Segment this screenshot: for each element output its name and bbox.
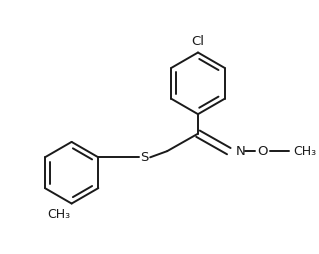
Text: O: O: [257, 145, 268, 158]
Text: CH₃: CH₃: [48, 208, 71, 221]
Text: CH₃: CH₃: [293, 145, 317, 158]
Text: N: N: [235, 145, 245, 158]
Text: S: S: [140, 151, 149, 164]
Text: Cl: Cl: [191, 35, 204, 49]
